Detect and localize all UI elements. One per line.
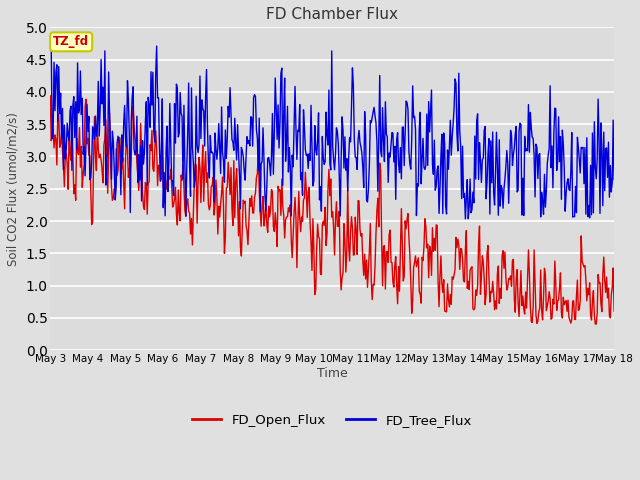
Line: FD_Tree_Flux: FD_Tree_Flux <box>51 37 614 219</box>
FD_Tree_Flux <box>191 176 199 182</box>
Text: TZ_fd: TZ_fd <box>53 36 89 48</box>
X-axis label: Time: Time <box>317 367 348 380</box>
FD_Tree_Flux <box>423 111 431 117</box>
FD_Open_Flux <box>611 308 618 314</box>
Legend: FD_Open_Flux, FD_Tree_Flux: FD_Open_Flux, FD_Tree_Flux <box>187 408 477 432</box>
FD_Tree_Flux <box>611 177 618 182</box>
FD_Tree_Flux <box>47 34 54 40</box>
FD_Tree_Flux <box>301 147 309 153</box>
Title: FD Chamber Flux: FD Chamber Flux <box>266 7 398 22</box>
FD_Open_Flux <box>423 245 431 251</box>
FD_Open_Flux <box>47 93 54 99</box>
FD_Open_Flux <box>593 321 600 327</box>
FD_Open_Flux <box>379 283 387 288</box>
Y-axis label: Soil CO2 Flux (umol/m2/s): Soil CO2 Flux (umol/m2/s) <box>7 112 20 265</box>
FD_Tree_Flux <box>146 124 154 130</box>
Line: FD_Open_Flux: FD_Open_Flux <box>51 96 614 324</box>
FD_Tree_Flux <box>379 105 387 110</box>
FD_Open_Flux <box>301 169 309 175</box>
FD_Tree_Flux <box>461 216 469 222</box>
FD_Open_Flux <box>191 161 199 167</box>
FD_Tree_Flux <box>472 176 479 182</box>
FD_Open_Flux <box>471 305 479 311</box>
FD_Open_Flux <box>146 142 154 148</box>
